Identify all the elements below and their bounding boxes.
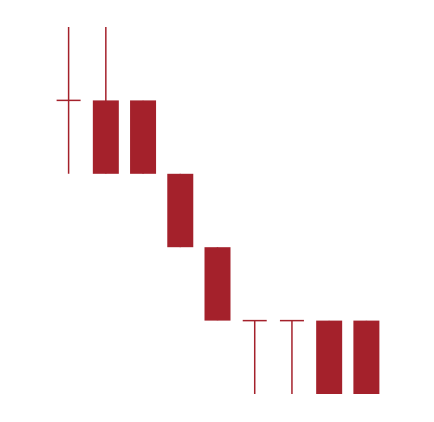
candle-4	[167, 173, 194, 248]
candle-body	[353, 320, 380, 394]
candle-8	[316, 320, 343, 394]
candle-body	[92, 100, 119, 174]
candle-body	[204, 247, 231, 321]
candle-body	[130, 100, 157, 174]
candle-body	[316, 320, 343, 394]
candle-2	[92, 27, 119, 174]
candle-7	[279, 319, 304, 394]
candle-6	[242, 319, 267, 394]
candle-3	[130, 100, 157, 174]
candle-9	[353, 320, 380, 394]
candle-5	[204, 247, 231, 321]
candle-1	[56, 27, 81, 174]
candle-body	[167, 173, 194, 248]
